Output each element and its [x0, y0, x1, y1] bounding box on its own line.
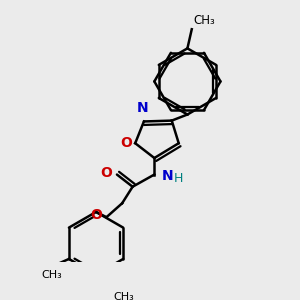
Text: O: O: [90, 208, 102, 222]
Text: CH₃: CH₃: [41, 270, 62, 280]
Text: N: N: [137, 101, 149, 116]
Text: CH₃: CH₃: [113, 292, 134, 300]
Text: CH₃: CH₃: [194, 14, 215, 27]
Text: O: O: [121, 136, 132, 150]
Text: N: N: [161, 169, 173, 183]
Text: O: O: [100, 166, 112, 180]
Text: H: H: [173, 172, 183, 185]
